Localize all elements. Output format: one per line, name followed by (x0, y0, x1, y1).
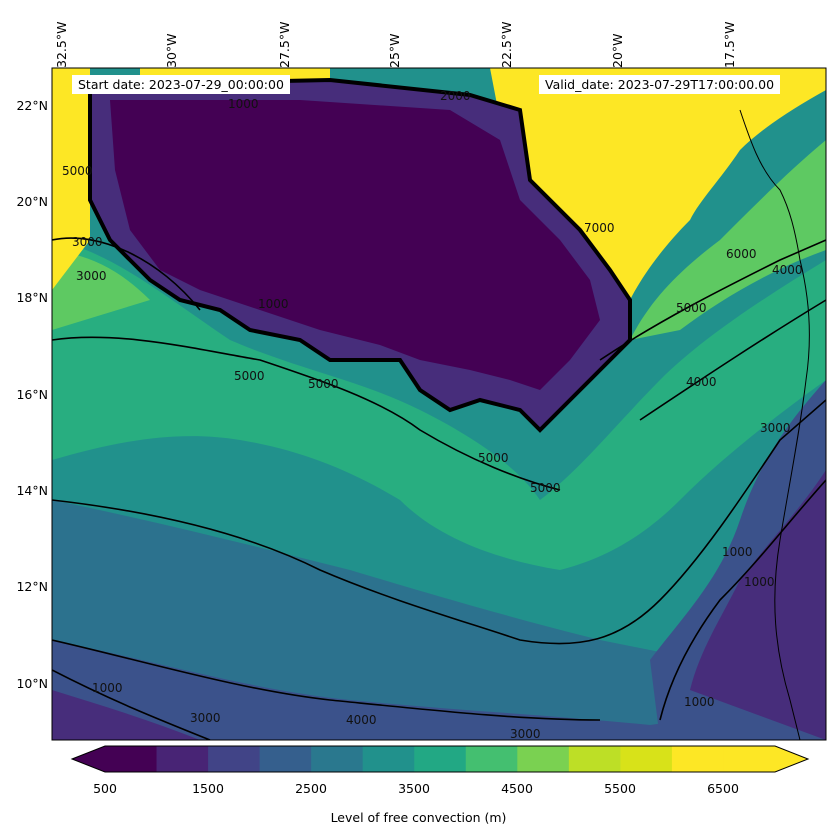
contour-label: 4000 (686, 375, 717, 389)
lon-label: 25°W (387, 33, 402, 68)
colorbar-segment (311, 746, 364, 772)
lon-label: 30°W (164, 33, 179, 68)
contour-label: 1000 (744, 575, 775, 589)
colorbar-tick: 4500 (501, 781, 533, 796)
lat-label: 22°N (16, 98, 48, 113)
contour-label: 5000 (676, 301, 707, 315)
contour-label: 3000 (510, 727, 541, 741)
lat-label: 20°N (16, 194, 48, 209)
colorbar-label: Level of free convection (m) (330, 810, 507, 825)
colorbar-segment (465, 746, 518, 772)
lat-label: 14°N (16, 483, 48, 498)
contour-label: 5000 (62, 164, 93, 178)
colorbar-tick: 6500 (707, 781, 739, 796)
contour-label: 1000 (258, 297, 289, 311)
colorbar-segment (671, 746, 724, 772)
colorbar-segment (620, 746, 673, 772)
colorbar-segment (259, 746, 312, 772)
contour-label: 3000 (190, 711, 221, 725)
contour-label: 3000 (760, 421, 791, 435)
colorbar-segment (362, 746, 415, 772)
contour-label: 7000 (584, 221, 615, 235)
colorbar-segment (208, 746, 261, 772)
contour-labels: 1000 5000 5000 3000 1000 5000 5000 5000 … (62, 89, 803, 741)
colorbar-segment (156, 746, 209, 772)
colorbar-tick: 500 (93, 781, 117, 796)
colorbar-tick: 2500 (295, 781, 327, 796)
contour-label: 5000 (308, 377, 339, 391)
contour-label: 3000 (76, 269, 107, 283)
colorbar-tick: 3500 (398, 781, 430, 796)
contour-label: 6000 (726, 247, 757, 261)
contour-label: 4000 (346, 713, 377, 727)
colorbar-segment (414, 746, 467, 772)
lat-label: 12°N (16, 579, 48, 594)
colorbar-segment (723, 746, 776, 772)
lat-label: 18°N (16, 290, 48, 305)
colorbar-tick: 1500 (192, 781, 224, 796)
contour-label: 1000 (92, 681, 123, 695)
contour-label: 3000 (72, 235, 103, 249)
lfc-field (52, 68, 826, 740)
colorbar-segment (105, 746, 158, 772)
lon-label: 17.5°W (722, 21, 737, 68)
colorbar-segment (568, 746, 621, 772)
lon-label: 20°W (610, 33, 625, 68)
contour-label: 1000 (684, 695, 715, 709)
contour-label: 1000 (228, 97, 259, 111)
colorbar-outline (70, 745, 810, 773)
contour-label: 2000 (440, 89, 471, 103)
start-date-label: Start date: 2023-07-29_00:00:00 (72, 75, 290, 94)
contour-label: 1000 (722, 545, 753, 559)
colorbar-segment (517, 746, 570, 772)
lon-label: 32.5°W (54, 21, 69, 68)
colorbar-extend-low (72, 746, 105, 772)
lon-label: 22.5°W (499, 21, 514, 68)
contour-label: 5000 (530, 481, 561, 495)
colorbar-extend-high (775, 746, 808, 772)
contour-label: 5000 (478, 451, 509, 465)
contour-label: 5000 (234, 369, 265, 383)
colorbar (70, 745, 810, 773)
lon-label: 27.5°W (277, 21, 292, 68)
contour-label: 4000 (772, 263, 803, 277)
valid-date-label: Valid_date: 2023-07-29T17:00:00.00 (539, 75, 781, 94)
lat-label: 16°N (16, 387, 48, 402)
colorbar-tick: 5500 (604, 781, 636, 796)
lat-label: 10°N (16, 676, 48, 691)
